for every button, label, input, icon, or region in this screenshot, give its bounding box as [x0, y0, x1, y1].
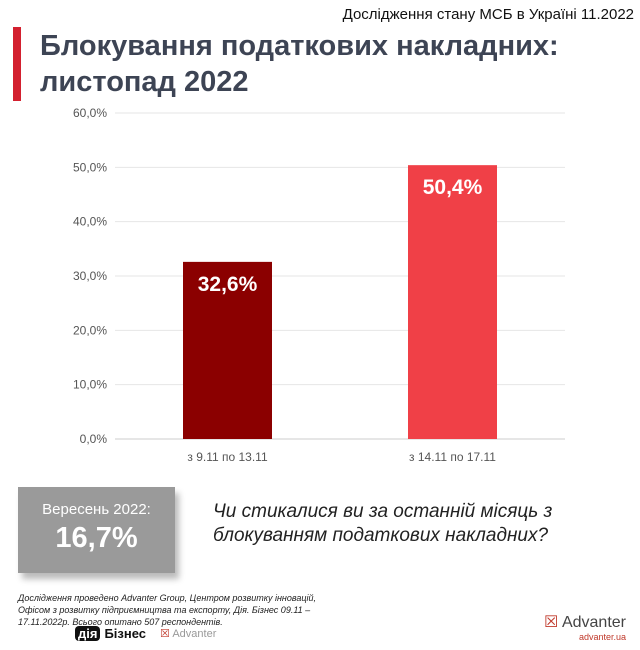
y-tick-label: 40,0% — [73, 215, 107, 229]
bar — [408, 165, 497, 439]
september-callout: Вересень 2022: 16,7% — [18, 487, 175, 573]
question-line-1: Чи стикалися ви за останній місяць з — [213, 501, 553, 522]
title-line-1: Блокування податкових накладних: — [40, 30, 559, 62]
x-tick-label: з 14.11 по 17.11 — [409, 450, 496, 464]
advanter-url: advanter.ua — [578, 632, 626, 642]
footnote: Дослідження проведено Advanter Group, Це… — [18, 593, 317, 627]
y-tick-label: 20,0% — [73, 323, 107, 337]
page-title: Блокування податкових накладних: листопа… — [40, 28, 559, 100]
dia-logo: дія Бізнес — [75, 626, 146, 641]
data-label: 32,6% — [198, 273, 258, 296]
bar-chart: 0,0% 10,0% 20,0% 30,0% 40,0% 50,0% 60,0% 32,6% з… — [73, 106, 565, 464]
advanter-logo: ☒ Advanter advanter.ua — [544, 614, 626, 642]
advanter-small-logo: ☒ Advanter — [160, 628, 217, 640]
september-label: Вересень 2022: — [42, 501, 151, 518]
y-tick-label: 60,0% — [73, 106, 107, 120]
x-tick-label: з 9.11 по 13.11 — [187, 450, 268, 464]
y-tick-label: 50,0% — [73, 160, 107, 174]
title-line-2: листопад 2022 — [40, 66, 249, 98]
y-tick-label: 10,0% — [73, 378, 107, 392]
data-label: 50,4% — [423, 176, 483, 199]
survey-question: Чи стикалися ви за останній місяць з бло… — [213, 500, 552, 548]
y-tick-label: 0,0% — [80, 432, 108, 446]
question-line-2: блокуванням податкових накладних? — [213, 525, 549, 546]
bar — [183, 261, 272, 439]
title-accent-bar — [13, 27, 21, 101]
report-subtitle: Дослідження стану МСБ в Україні 11.2022 — [342, 6, 634, 23]
y-tick-label: 30,0% — [73, 269, 107, 283]
partner-logos: дія Бізнес ☒ Advanter — [75, 626, 216, 641]
september-value: 16,7% — [55, 522, 138, 554]
